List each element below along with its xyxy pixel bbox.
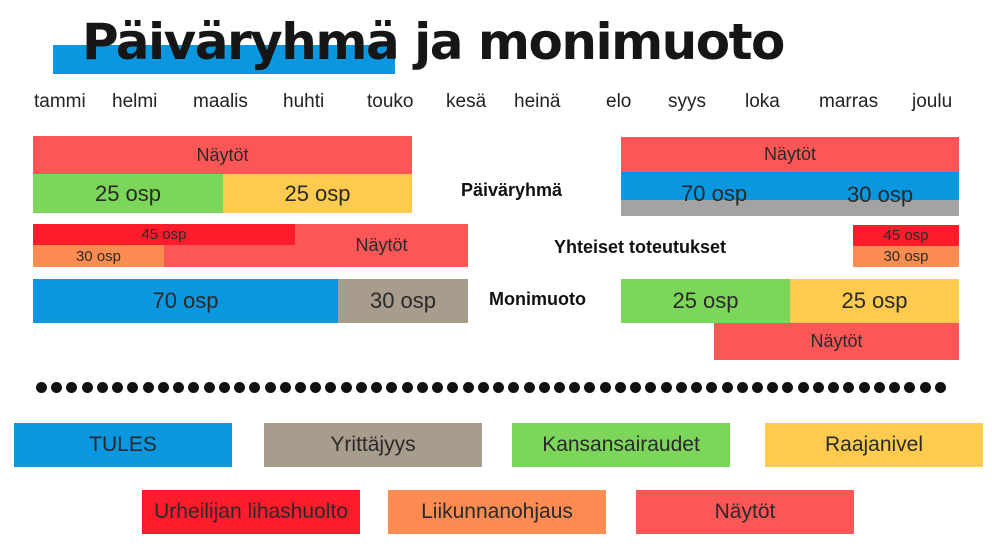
legend-liikunnanohjaus: Liikunnanohjaus [388,490,606,534]
liikunnanohjaus-bar: 30 osp [33,245,164,267]
kansansairaudet-bar: 25 osp [33,174,223,213]
month-label: tammi [34,91,86,112]
naytot-bar: Näytöt [714,323,959,360]
row-label-paivaryhma: Päiväryhmä [461,180,563,200]
liikunnanohjaus-bar: 30 osp [853,246,959,267]
month-label: kesä [446,91,487,112]
tules-bar [621,172,959,200]
legend-urheilijan-lihashuolto: Urheilijan lihashuolto [142,490,360,534]
month-label: joulu [912,91,953,112]
legend-kansansairaudet: Kansansairaudet [512,423,730,467]
legend-tules: TULES [14,423,232,467]
month-label: touko [367,91,414,112]
month-label: elo [606,91,632,112]
legend-naytot: Näytöt [636,490,854,534]
legend-yrittajyys: Yrittäjyys [264,423,482,467]
naytot-bar-label: Näytöt [355,235,408,255]
tules-bar-label: 70 osp [681,181,748,206]
row-label-yhteiset: Yhteiset toteutukset [554,237,727,257]
yrittajyys-bar-label: 30 osp [847,182,914,207]
month-label: syys [668,91,706,112]
legend-raajanivel: Raajanivel [765,423,983,467]
urheilijan-lihashuolto-bar: 45 osp [33,224,295,245]
yrittajyys-bar: 30 osp [338,279,468,323]
title-accent-bar [53,45,395,74]
tules-bar: 70 osp [33,279,338,323]
dotted-separator [36,380,946,394]
kansansairaudet-bar: 25 osp [621,279,790,323]
naytot-bar: Näytöt [33,136,412,174]
month-label: helmi [112,91,158,112]
raajanivel-bar: 25 osp [223,174,412,213]
urheilijan-lihashuolto-bar: 45 osp [853,225,959,246]
month-label: marras [819,91,879,112]
month-label: maalis [193,91,248,112]
month-label: loka [745,91,780,112]
raajanivel-bar: 25 osp [790,279,959,323]
page-title: Päiväryhmä ja monimuoto [82,13,785,71]
row-label-monimuoto: Monimuoto [489,289,586,309]
naytot-bar: Näytöt [621,137,959,172]
month-label: huhti [283,91,325,112]
month-label: heinä [514,91,561,112]
